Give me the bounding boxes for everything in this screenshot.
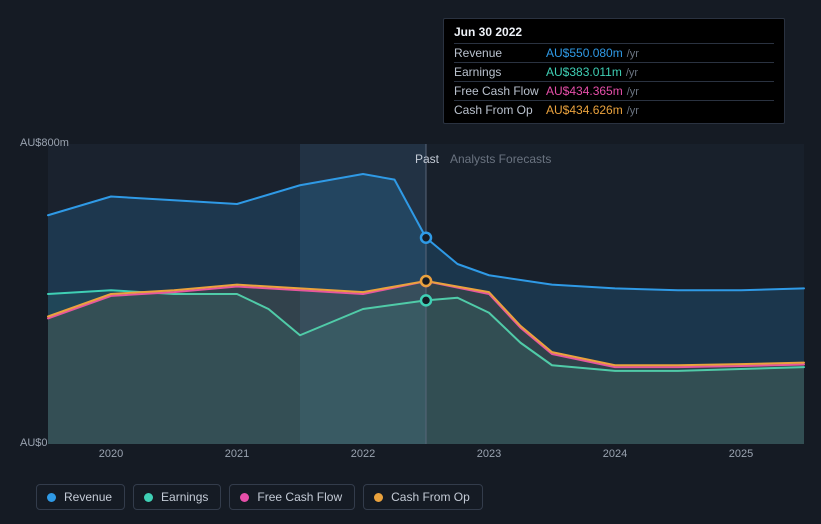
legend-item-label: Revenue bbox=[64, 490, 112, 504]
tooltip-row-value: AU$383.011m bbox=[546, 65, 622, 79]
tooltip-date: Jun 30 2022 bbox=[454, 25, 774, 43]
tooltip-row-value: AU$434.626m bbox=[546, 103, 623, 117]
financials-chart: Past Analysts Forecasts AU$800m AU$0 2020 2… bbox=[18, 0, 821, 524]
legend-item-cfo[interactable]: Cash From Op bbox=[363, 484, 483, 510]
legend-dot-icon bbox=[144, 493, 153, 502]
y-axis-label: AU$0 bbox=[20, 437, 48, 449]
x-axis-label: 2023 bbox=[477, 448, 501, 460]
legend-dot-icon bbox=[240, 493, 249, 502]
x-axis-label: 2021 bbox=[225, 448, 249, 460]
tooltip-row-unit: /yr bbox=[627, 48, 639, 60]
tooltip-row: RevenueAU$550.080m/yr bbox=[454, 43, 774, 62]
tooltip-row-unit: /yr bbox=[627, 105, 639, 117]
chart-tooltip: Jun 30 2022 RevenueAU$550.080m/yrEarning… bbox=[443, 18, 785, 124]
tooltip-row-label: Revenue bbox=[454, 46, 546, 60]
x-axis-label: 2025 bbox=[729, 448, 753, 460]
region-label-past: Past bbox=[415, 152, 439, 166]
tooltip-row-unit: /yr bbox=[627, 86, 639, 98]
chart-legend: Revenue Earnings Free Cash Flow Cash From O… bbox=[36, 484, 483, 510]
region-label-forecast: Analysts Forecasts bbox=[450, 152, 551, 166]
tooltip-row-label: Cash From Op bbox=[454, 103, 546, 117]
tooltip-row-value: AU$434.365m bbox=[546, 84, 623, 98]
legend-item-label: Free Cash Flow bbox=[257, 490, 342, 504]
tooltip-row: EarningsAU$383.011m/yr bbox=[454, 62, 774, 81]
legend-item-earnings[interactable]: Earnings bbox=[133, 484, 221, 510]
tooltip-row-label: Earnings bbox=[454, 65, 546, 79]
legend-dot-icon bbox=[374, 493, 383, 502]
tooltip-row-unit: /yr bbox=[626, 67, 638, 79]
y-axis-label: AU$800m bbox=[20, 137, 69, 149]
x-axis-label: 2022 bbox=[351, 448, 375, 460]
x-axis-label: 2020 bbox=[99, 448, 123, 460]
legend-item-revenue[interactable]: Revenue bbox=[36, 484, 125, 510]
tooltip-rows: RevenueAU$550.080m/yrEarningsAU$383.011m… bbox=[454, 43, 774, 119]
legend-item-label: Cash From Op bbox=[391, 490, 470, 504]
legend-item-fcf[interactable]: Free Cash Flow bbox=[229, 484, 355, 510]
x-axis-label: 2024 bbox=[603, 448, 627, 460]
legend-item-label: Earnings bbox=[161, 490, 208, 504]
tooltip-row-label: Free Cash Flow bbox=[454, 84, 546, 98]
tooltip-row: Free Cash FlowAU$434.365m/yr bbox=[454, 81, 774, 100]
legend-dot-icon bbox=[47, 493, 56, 502]
tooltip-row-value: AU$550.080m bbox=[546, 46, 623, 60]
tooltip-row: Cash From OpAU$434.626m/yr bbox=[454, 100, 774, 119]
